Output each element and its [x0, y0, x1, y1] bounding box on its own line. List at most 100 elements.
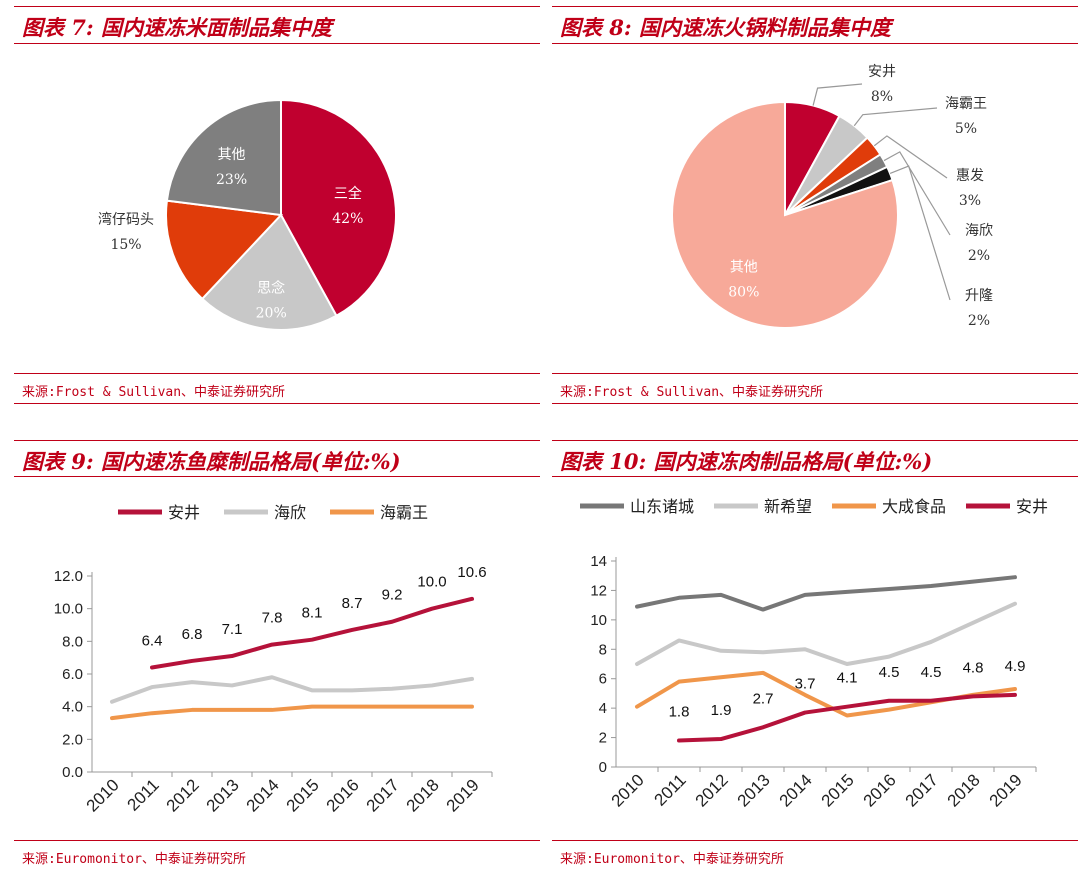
y-tick-label: 2.0 [62, 731, 83, 748]
legend-label: 山东诸城 [630, 497, 694, 516]
leader-line [853, 107, 938, 127]
slice-value-label: 23% [216, 172, 247, 188]
legend-label: 海霸王 [380, 503, 428, 522]
y-tick-label: 14 [590, 553, 607, 570]
pie-slice-item-5 [671, 100, 899, 329]
slice-label: 海霸王 [945, 96, 987, 112]
y-tick-label: 10.0 [54, 601, 83, 618]
data-label: 2.7 [753, 690, 774, 707]
pie-slice-item-2 [165, 199, 284, 301]
y-tick-label: 0.0 [62, 764, 83, 781]
slice-label: 思念 [257, 280, 285, 297]
data-label: 10.0 [417, 574, 446, 591]
series-line-0 [635, 575, 1017, 612]
data-label: 4.5 [879, 664, 900, 681]
data-label: 3.7 [795, 676, 816, 693]
title-rule-bottom [552, 476, 1078, 477]
y-tick-label: 4 [599, 700, 607, 717]
series-line-1 [635, 601, 1017, 666]
data-label: 6.8 [182, 626, 203, 643]
slice-value-label: 15% [110, 237, 141, 253]
source-rule-top [552, 373, 1078, 374]
chart-title: 图表 8: 国内速冻火锅料制品集中度 [560, 15, 891, 40]
x-tick-label: 2011 [651, 770, 690, 809]
pie-slice-item-1 [200, 213, 338, 331]
data-label: 6.4 [142, 632, 163, 649]
title-rule-bottom [552, 43, 1078, 44]
chart-panel-rice-flour: 图表 7: 国内速冻米面制品集中度 三全 42% 思念 20% 湾仔码头 15% 其他 23%… [14, 0, 540, 436]
slice-label: 惠发 [956, 168, 984, 184]
x-tick-label: 2013 [734, 770, 774, 810]
data-label: 8.7 [342, 595, 363, 612]
slice-label: 其他 [730, 260, 758, 276]
slice-value-label: 20% [256, 306, 287, 322]
data-label: 9.2 [382, 587, 403, 604]
slice-value-label: 42% [332, 211, 363, 227]
slice-label: 安井 [868, 64, 896, 80]
source-note: 来源:Euromonitor、中泰证券研究所 [560, 852, 784, 867]
legend-label: 大成食品 [882, 497, 946, 516]
source-rule-bottom [552, 403, 1078, 404]
slice-value-label: 3% [959, 193, 981, 209]
y-tick-label: 6 [599, 671, 607, 688]
x-tick-label: 2018 [944, 770, 984, 810]
x-tick-label: 2014 [776, 770, 816, 810]
slice-value-label: 2% [968, 313, 990, 329]
title-rule-top [552, 6, 1078, 7]
y-tick-label: 12.0 [54, 568, 83, 585]
pie-chart-rice-flour: 三全 42% 思念 20% 湾仔码头 15% 其他 23% [98, 98, 397, 331]
title-rule-top [552, 440, 1078, 441]
source-rule-bottom [14, 403, 540, 404]
slice-label: 升隆 [965, 288, 993, 304]
slice-label: 三全 [334, 185, 362, 202]
data-label: 1.9 [711, 702, 732, 719]
chart-title: 图表 10: 国内速冻肉制品格局(单位:%) [560, 449, 933, 474]
x-tick-label: 2017 [363, 775, 403, 815]
leader-line [873, 135, 948, 179]
title-rule-bottom [14, 476, 540, 477]
source-note: 来源:Euromonitor、中泰证券研究所 [22, 852, 246, 867]
x-tick-label: 2018 [403, 775, 443, 815]
x-tick-label: 2017 [902, 770, 942, 810]
x-tick-label: 2010 [608, 770, 648, 810]
line-chart-meat: 山东诸城 新希望 大成食品 安井 0 2 4 6 8 10 12 14 2010 2011 2012 2013… [580, 497, 1048, 811]
slice-value-label: 2% [968, 248, 990, 264]
data-label: 10.6 [457, 564, 486, 581]
data-label: 7.1 [222, 621, 243, 638]
x-tick-label: 2013 [203, 775, 243, 815]
y-tick-label: 4.0 [62, 699, 83, 716]
y-tick-label: 8.0 [62, 633, 83, 650]
slice-value-label: 5% [955, 121, 977, 137]
data-label: 8.1 [302, 605, 323, 622]
slice-label: 海欣 [965, 223, 993, 239]
y-tick-label: 10 [590, 612, 607, 629]
x-tick-label: 2015 [818, 770, 858, 810]
data-label: 4.9 [1005, 658, 1026, 675]
legend-label: 海欣 [274, 503, 306, 522]
x-tick-label: 2014 [243, 775, 283, 815]
y-tick-label: 2 [599, 730, 607, 747]
x-tick-label: 2019 [443, 775, 483, 815]
pie-chart-hotpot: 安井 8% 海霸王 5% 惠发 3% 海欣 2% 升隆 2% 其他 80% [671, 64, 993, 329]
chart-title: 图表 9: 国内速冻鱼糜制品格局(单位:%) [22, 449, 401, 474]
leader-line [889, 165, 951, 301]
y-tick-label: 0 [599, 759, 607, 776]
data-label: 1.8 [669, 704, 690, 721]
data-label: 4.5 [921, 664, 942, 681]
chart-panel-hotpot: 图表 8: 国内速冻火锅料制品集中度 安井 8% 海霸王 5% 惠发 3% 海欣 2% 升隆 2%… [552, 0, 1078, 436]
x-tick-label: 2019 [986, 770, 1026, 810]
series-line-2 [110, 704, 474, 721]
chart-panel-meat: 图表 10: 国内速冻肉制品格局(单位:%) 山东诸城 新希望 大成食品 安井 0 2 4 6… [552, 436, 1078, 872]
x-tick-label: 2012 [163, 775, 203, 815]
title-rule-bottom [14, 43, 540, 44]
source-rule-top [14, 373, 540, 374]
slice-label: 湾仔码头 [98, 211, 154, 228]
legend-label: 安井 [1016, 497, 1048, 516]
source-note: 来源:Frost & Sullivan、中泰证券研究所 [560, 385, 824, 400]
source-rule-top [552, 840, 1078, 841]
y-tick-label: 6.0 [62, 666, 83, 683]
legend-label: 安井 [168, 503, 200, 522]
data-label: 4.1 [837, 670, 858, 687]
x-tick-label: 2016 [860, 770, 900, 810]
